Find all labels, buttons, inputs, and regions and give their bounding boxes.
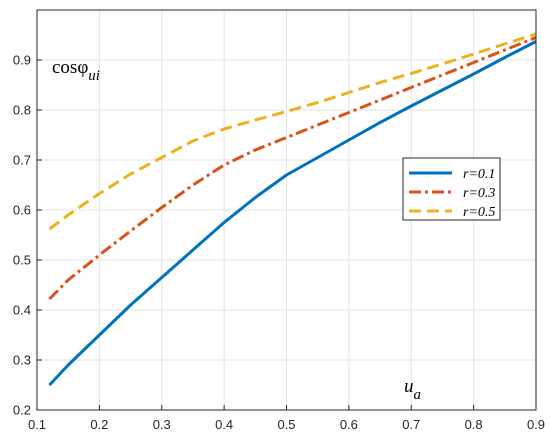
y-tick-label: 0.5 <box>13 253 31 268</box>
y-axis-label-main: cosφ <box>52 57 88 78</box>
y-tick-label: 0.9 <box>13 53 31 68</box>
legend: r=0.1 r=0.3 r=0.5 <box>402 157 501 221</box>
x-axis-label-main: u <box>404 376 414 397</box>
legend-label: r=0.1 <box>463 167 495 182</box>
series-line-r-0-3 <box>48 36 537 301</box>
x-tick-label: 0.2 <box>90 417 108 432</box>
x-axis-label: ua <box>404 376 421 403</box>
x-tick-label: 0.4 <box>215 417 233 432</box>
x-tick-label: 0.5 <box>277 417 295 432</box>
series-line-r-0-1 <box>48 40 537 387</box>
x-axis-label-subscript: a <box>414 387 422 403</box>
axis-ticks: 0.1 0.2 0.3 0.4 0.5 0.6 0.7 0.8 0.90.20.30.40.50… <box>13 53 545 433</box>
y-axis-label: cosφui <box>52 57 100 84</box>
y-tick-label: 0.2 <box>13 403 31 418</box>
y-tick-label: 0.7 <box>13 153 31 168</box>
series-line-r-0-5 <box>48 32 537 231</box>
x-tick-label: 0.3 <box>153 417 171 432</box>
x-tick-label: 0.9 <box>527 417 545 432</box>
x-tick-label: 0.1 <box>28 417 46 432</box>
legend-items: r=0.1 r=0.3 r=0.5 <box>409 167 495 220</box>
y-tick-label: 0.6 <box>13 203 31 218</box>
y-tick-label: 0.8 <box>13 103 31 118</box>
x-tick-label: 0.7 <box>402 417 420 432</box>
legend-label: r=0.3 <box>463 186 495 201</box>
y-axis-label-subscript: ui <box>88 68 100 84</box>
y-tick-label: 0.3 <box>13 353 31 368</box>
series-lines <box>48 32 537 387</box>
y-tick-label: 0.4 <box>13 303 31 318</box>
x-tick-label: 0.8 <box>465 417 483 432</box>
x-tick-label: 0.6 <box>340 417 358 432</box>
legend-label: r=0.5 <box>463 205 495 220</box>
